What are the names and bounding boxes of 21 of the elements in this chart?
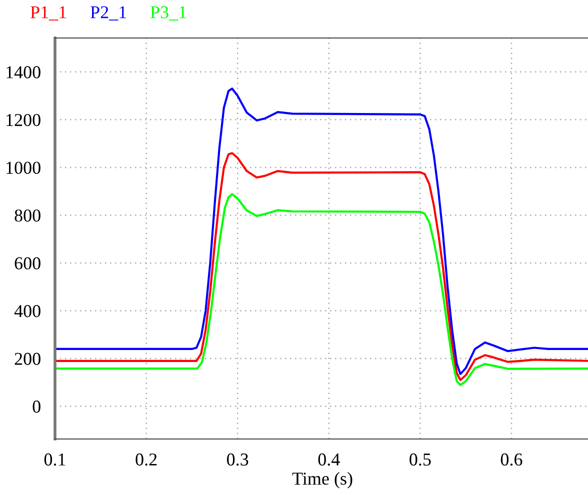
x-tick-label: 0.2 — [136, 453, 157, 466]
x-tick-label: 0.6 — [500, 453, 522, 466]
x-tick-label: 0.1 — [44, 453, 66, 466]
text: P1_1 — [30, 6, 66, 20]
line-series — [55, 88, 588, 376]
y-tick-label: 600 — [14, 257, 40, 270]
y-tick-label: 200 — [14, 352, 40, 365]
text: P2_1 — [90, 6, 126, 20]
y-tick-label: 1200 — [6, 114, 40, 126]
line-series — [55, 193, 588, 386]
y-tick-label: 400 — [14, 305, 40, 318]
x-tick-label: 0.5 — [410, 453, 431, 466]
y-tick-label: 1400 — [6, 66, 40, 78]
text: P3_1 — [150, 6, 186, 20]
line-series — [55, 152, 588, 382]
y-tick-label: 1000 — [6, 162, 40, 174]
x-tick-label: 0.3 — [227, 453, 248, 466]
y-tick-label: 0 — [32, 400, 40, 413]
y-tick-label: 800 — [14, 209, 40, 222]
x-tick-label: 0.4 — [318, 453, 340, 466]
x-axis-title: Time (s) — [292, 472, 352, 488]
